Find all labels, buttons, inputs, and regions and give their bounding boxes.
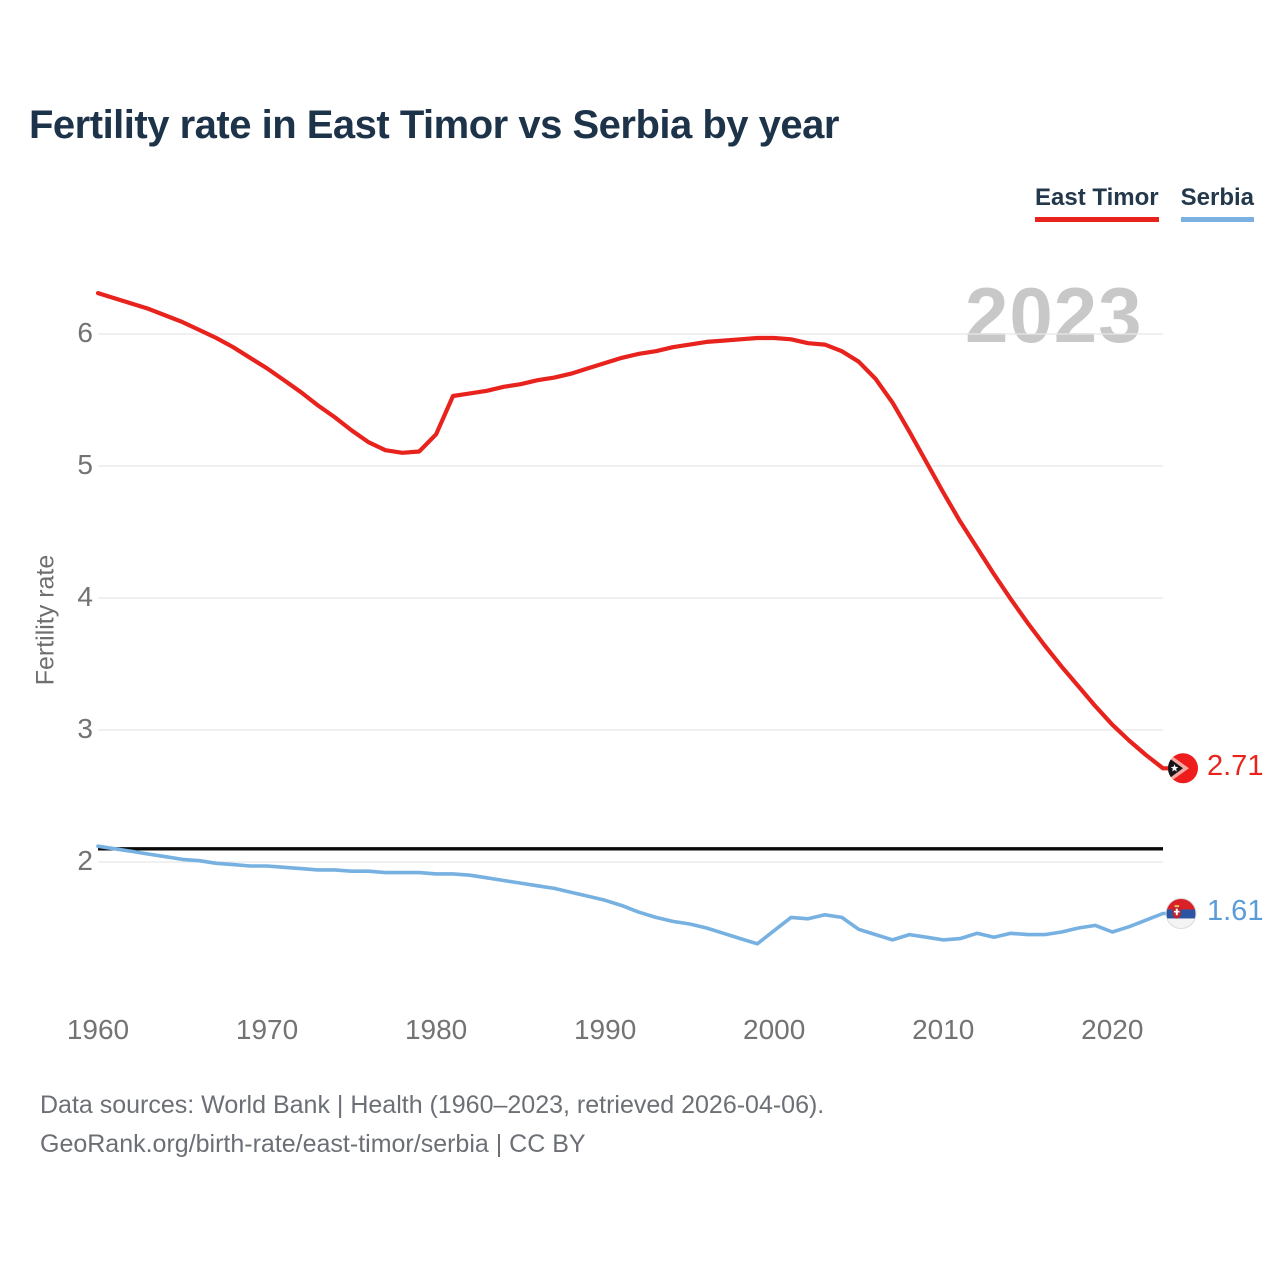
footer-attribution: GeoRank.org/birth-rate/east-timor/serbia… — [40, 1130, 586, 1158]
footer-data-sources: Data sources: World Bank | Health (1960–… — [40, 1091, 825, 1119]
year-watermark: 2023 — [965, 271, 1143, 359]
legend-item-east-timor[interactable]: East Timor — [1035, 184, 1159, 222]
page-title: Fertility rate in East Timor vs Serbia b… — [29, 103, 839, 147]
legend: East Timor Serbia — [1035, 184, 1254, 222]
legend-label-serbia: Serbia — [1180, 184, 1254, 211]
serbia-line — [96, 844, 1171, 946]
y-axis-title: Fertility rate — [31, 554, 60, 686]
east-timor-flag-icon — [1168, 753, 1198, 784]
footer: Data sources: World Bank | Health (1960–… — [40, 1086, 824, 1164]
east-timor-line — [95, 291, 1172, 771]
legend-item-serbia[interactable]: Serbia — [1180, 184, 1254, 222]
legend-label-east-timor: East Timor — [1035, 184, 1159, 211]
serbia-flag-icon — [1165, 897, 1197, 929]
